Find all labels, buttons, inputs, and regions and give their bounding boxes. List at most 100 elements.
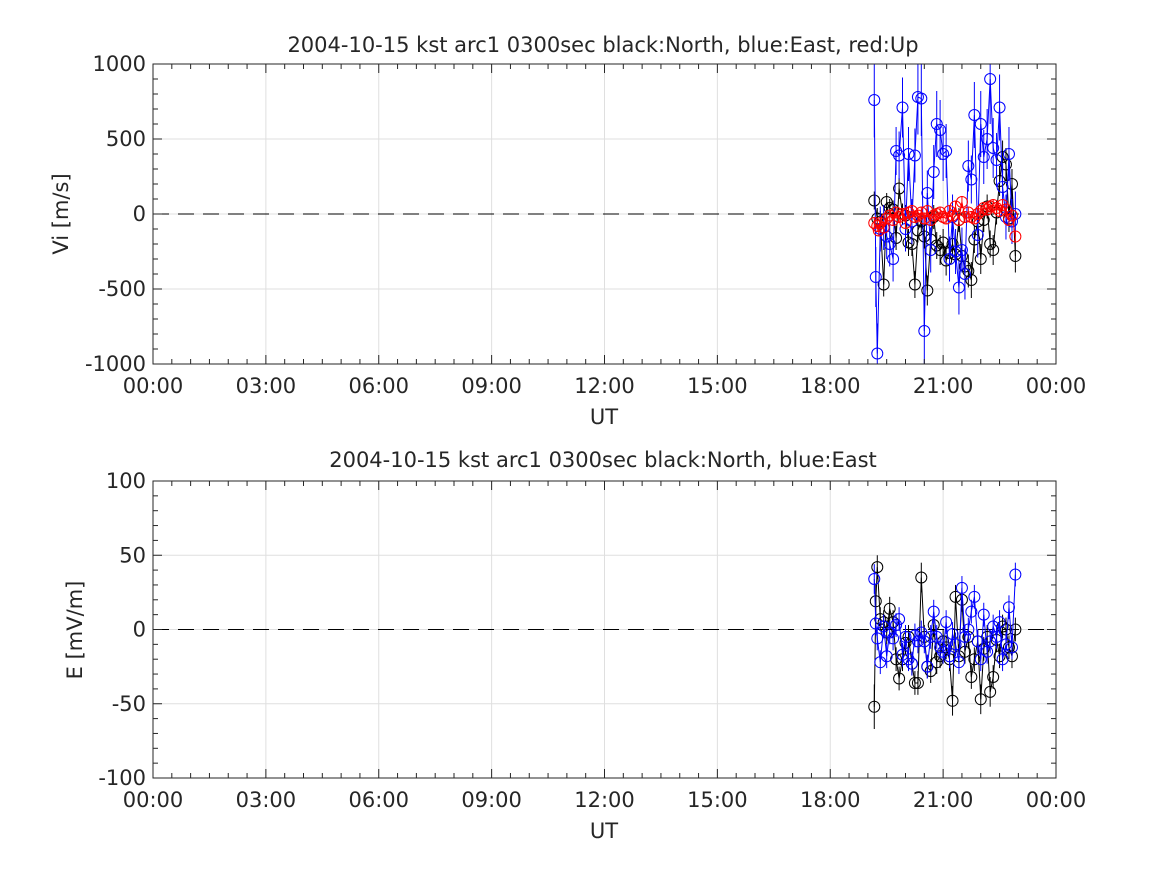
efield-data-point-east	[937, 645, 950, 658]
efield-data-point-north	[965, 671, 978, 684]
efield-x-tick-labels: 00:00 03:00 06:00 09:00 12:00 15:00 18:00 21:00…	[123, 788, 1087, 812]
velocity-series-up	[868, 196, 1022, 243]
velocity-x-tick-label: 00:00	[123, 374, 184, 398]
velocity-x-axis-label: UT	[590, 405, 618, 429]
efield-data-point-east	[921, 660, 934, 673]
efield-data-point-north	[1009, 623, 1022, 636]
efield-data-point-east	[880, 650, 893, 663]
velocity-data-point-east	[993, 101, 1006, 114]
velocity-data-point-north	[934, 244, 947, 256]
velocity-data-point-east	[868, 94, 881, 106]
efield-data-point-north	[893, 672, 906, 685]
velocity-data-point-east	[902, 148, 915, 160]
velocity-data-point-east	[949, 245, 962, 258]
efield-x-tick-label: 18:00	[800, 788, 861, 812]
velocity-x-tick-label: 09:00	[461, 374, 522, 398]
efield-data-point-east	[990, 630, 1003, 643]
efield-data-point-north	[871, 561, 884, 574]
velocity-plot-area	[868, 64, 1022, 364]
velocity-data-point-east	[893, 149, 906, 162]
efield-data-point-north	[868, 700, 881, 713]
velocity-data-point-up	[921, 205, 934, 217]
velocity-data-point-north	[868, 194, 881, 207]
velocity-data-point-up	[940, 212, 953, 225]
efield-data-point-east	[962, 623, 975, 636]
efield-data-point-east	[965, 605, 978, 618]
efield-data-point-east	[958, 630, 971, 643]
velocity-data-point-east	[974, 118, 987, 130]
efield-data-point-east	[971, 635, 984, 648]
efield-data-point-east	[999, 638, 1012, 651]
efield-data-point-north	[993, 650, 1006, 663]
efield-data-point-east	[908, 629, 921, 642]
efield-data-point-east	[974, 653, 987, 666]
velocity-data-point-up	[1009, 230, 1022, 243]
efield-data-point-north	[946, 694, 959, 707]
velocity-data-point-up	[952, 214, 965, 226]
velocity-data-point-up	[896, 208, 909, 220]
efield-data-point-north	[1002, 641, 1015, 654]
velocity-data-point-up	[993, 205, 1006, 217]
efield-plot-area	[868, 555, 1022, 729]
velocity-data-point-north	[921, 284, 934, 297]
efield-data-point-east	[996, 653, 1009, 666]
efield-data-point-east	[940, 616, 953, 629]
velocity-data-point-east	[952, 281, 965, 294]
velocity-data-point-north	[877, 278, 890, 291]
velocity-data-point-east	[943, 253, 956, 265]
efield-data-point-east	[952, 656, 965, 669]
velocity-data-point-up	[887, 214, 900, 226]
efield-data-point-north	[908, 676, 921, 689]
velocity-data-point-north	[880, 196, 893, 208]
velocity-data-point-east	[880, 230, 893, 243]
efield-y-tick-labels: -100 -50 0 50 100	[98, 469, 146, 790]
velocity-x-tick-label: 00:00	[1026, 374, 1087, 398]
efield-data-point-east	[968, 590, 981, 603]
efield-data-point-east	[977, 608, 990, 621]
velocity-y-tick-label: 500	[106, 127, 146, 151]
efield-data-point-east	[874, 656, 887, 669]
efield-data-point-east	[902, 653, 915, 666]
velocity-data-point-east	[937, 148, 950, 160]
efield-data-point-north	[869, 595, 882, 608]
velocity-y-tick-label: 0	[133, 202, 146, 226]
velocity-data-point-north	[974, 253, 987, 265]
velocity-data-point-up	[958, 211, 971, 223]
velocity-data-point-north	[984, 238, 997, 250]
velocity-data-point-east	[971, 229, 984, 241]
efield-x-tick-label: 00:00	[1026, 788, 1087, 812]
efield-data-point-east	[893, 613, 906, 626]
velocity-data-point-up	[880, 212, 893, 225]
velocity-data-point-east	[987, 142, 1000, 154]
velocity-data-point-north	[965, 274, 978, 286]
velocity-x-tick-label: 03:00	[236, 374, 297, 398]
velocity-data-point-east	[883, 238, 896, 250]
efield-y-tick-label: 100	[106, 469, 146, 493]
velocity-data-point-east	[965, 173, 978, 186]
velocity-axes-frame	[152, 63, 1057, 365]
efield-data-point-east	[899, 630, 912, 643]
efield-data-point-north	[883, 602, 896, 615]
efield-y-tick-label: 0	[133, 618, 146, 642]
velocity-data-point-east	[869, 271, 882, 283]
efield-data-point-north	[915, 571, 928, 584]
efield-panel: 2004-10-15 kst arc1 0300sec black:North,…	[63, 448, 1086, 843]
efield-data-point-east	[1002, 601, 1015, 614]
velocity-y-tick-labels: -1000 -500 0 500 1000	[85, 52, 146, 376]
efield-x-tick-label: 15:00	[687, 788, 748, 812]
efield-data-point-north	[880, 626, 893, 639]
velocity-data-point-east	[887, 253, 900, 265]
velocity-x-tick-label: 21:00	[913, 374, 974, 398]
velocity-x-tick-label: 06:00	[348, 374, 409, 398]
velocity-data-point-up	[918, 212, 931, 225]
velocity-data-point-up	[946, 209, 959, 222]
efield-x-tick-label: 03:00	[236, 788, 297, 812]
efield-data-point-east	[887, 632, 900, 645]
velocity-data-point-north	[1009, 250, 1022, 262]
velocity-data-point-up	[990, 202, 1003, 214]
efield-x-tick-label: 09:00	[461, 788, 522, 812]
efield-series-east	[868, 562, 1022, 679]
efield-x-tick-label: 06:00	[348, 788, 409, 812]
efield-data-point-east	[993, 616, 1006, 629]
